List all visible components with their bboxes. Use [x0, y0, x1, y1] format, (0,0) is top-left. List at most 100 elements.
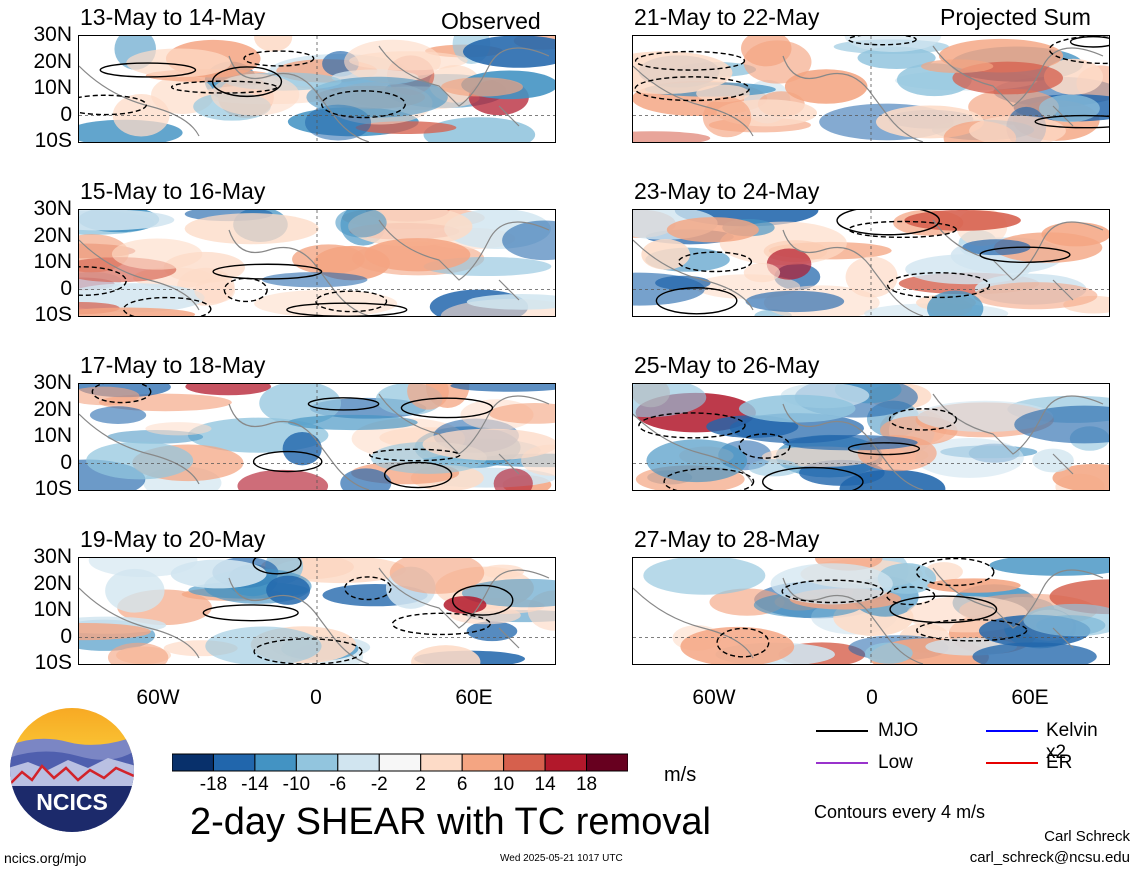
shear-anomaly-blob: [839, 469, 946, 490]
lat-tick-p4-30n: 30N: [33, 545, 72, 568]
shear-anomaly-blob: [89, 406, 147, 424]
mjo-contour: [99, 62, 197, 78]
colorbar-swatch-0: [171, 753, 214, 772]
legend-swatch-mjo: [816, 730, 868, 732]
lat-tick-p2-20n: 20N: [33, 223, 72, 247]
map-panel-left-4: [78, 557, 556, 665]
shear-anomaly-blob: [389, 558, 485, 594]
shear-anomaly-blob: [407, 384, 449, 410]
mjo-contour: [307, 397, 380, 411]
shear-anomaly-blob: [422, 428, 555, 461]
shear-anomaly-blob: [79, 386, 140, 406]
lat-tick-p3-10n: 10N: [33, 424, 72, 447]
shear-anomaly-blob: [643, 558, 766, 595]
mjo-contour: [383, 461, 453, 489]
coastline: [79, 567, 550, 664]
shear-anomaly-blob: [962, 239, 1031, 256]
main-title: 2-day SHEAR with TC removal: [190, 801, 711, 843]
mjo-contour: [663, 467, 755, 490]
shear-anomaly-blob: [921, 59, 994, 74]
shear-anomaly-blob: [973, 282, 1098, 310]
shear-anomaly-blob: [423, 117, 536, 142]
mjo-contour: [848, 220, 957, 239]
lat-tick-p1-0: 0: [60, 102, 72, 126]
shear-anomaly-blob: [335, 210, 387, 238]
shear-anomaly-blob: [745, 290, 845, 313]
shear-anomaly-blob: [450, 384, 555, 392]
map-panel-right-2: [632, 209, 1110, 317]
coastline: [633, 567, 1104, 664]
shear-anomaly-blob: [441, 77, 523, 97]
shear-anomaly-blob: [364, 238, 471, 272]
mjo-contour: [889, 595, 998, 624]
lat-tick-p1-10s: 10S: [34, 129, 72, 152]
mjo-contour: [979, 246, 1071, 263]
mjo-contour: [1048, 36, 1109, 65]
shear-anomaly-blob: [784, 69, 868, 104]
coastline: [79, 45, 550, 142]
lat-tick-p3-20n: 20N: [33, 397, 72, 421]
shear-anomaly-blob: [481, 564, 525, 579]
mjo-contour: [916, 618, 1028, 642]
footer-timestamp: Wed 2025-05-21 1017 UTC: [500, 853, 623, 864]
lat-tick-p1-30n: 30N: [33, 23, 72, 46]
panel-title-right-2: 23-May to 24-May: [634, 178, 820, 204]
shear-anomaly-blob: [462, 36, 555, 68]
shear-anomaly-blob: [306, 76, 448, 118]
coastline: [633, 393, 1104, 490]
shear-anomaly-blob: [655, 275, 711, 290]
panel-title-left-1: 13-May to 14-May: [80, 4, 266, 30]
shear-anomaly-blob: [738, 394, 856, 423]
shear-anomaly-blob: [770, 563, 893, 605]
lat-tick-p4-10n: 10N: [33, 598, 72, 621]
shear-anomaly-blob: [633, 51, 733, 95]
shear-anomaly-blob: [1023, 603, 1109, 637]
coastline: [79, 393, 550, 490]
colorbar-tick-4: -2: [370, 774, 388, 795]
map-panel-right-1: [632, 35, 1110, 143]
mjo-contour: [252, 450, 323, 473]
colorbar-swatch-4: [337, 753, 380, 772]
shear-anomaly-blob: [254, 36, 293, 52]
panel-title-left-2: 15-May to 16-May: [80, 178, 266, 204]
colorbar-tick-0: -18: [199, 774, 228, 795]
panel-title-left-3: 17-May to 18-May: [80, 352, 266, 378]
lat-tick-p2-10s: 10S: [34, 303, 72, 326]
map-panel-right-3: [632, 383, 1110, 491]
mjo-contour: [738, 433, 791, 459]
legend-label-er: ER: [1046, 752, 1073, 773]
colorbar-swatch-5: [378, 753, 422, 772]
panel-title-right-3: 25-May to 26-May: [634, 352, 820, 378]
shear-anomaly-blob: [266, 575, 311, 605]
shear-anomaly-blob: [748, 459, 800, 477]
mjo-contour: [915, 558, 995, 587]
shear-anomaly-blob: [349, 51, 468, 71]
colorbar-tick-5: 2: [415, 774, 426, 795]
shear-anomaly-blob: [411, 645, 481, 664]
shear-anomaly-blob: [107, 642, 169, 664]
mjo-contour: [888, 408, 958, 431]
shear-anomaly-blob: [145, 422, 212, 436]
lat-tick-p3-0: 0: [60, 450, 72, 474]
shear-anomaly-blob: [86, 441, 194, 480]
contour-note: Contours every 4 m/s: [814, 802, 986, 822]
shear-anomaly-blob: [466, 294, 555, 310]
colorbar-swatch-6: [420, 753, 463, 772]
colorbar-tick-2: -10: [282, 774, 311, 795]
mjo-contour: [655, 287, 738, 315]
shear-anomaly-blob: [111, 238, 203, 270]
shear-anomaly-blob: [340, 468, 392, 490]
mjo-contour: [286, 302, 408, 316]
shear-anomaly-blob: [972, 642, 1097, 664]
colorbar-swatch-3: [295, 753, 339, 772]
lon-tick-right-0: 0: [866, 686, 878, 709]
colorbar-swatch-7: [461, 753, 505, 772]
legend-swatch-low: [816, 762, 868, 764]
lat-tick-p4-20n: 20N: [33, 571, 72, 595]
footer-url: ncics.org/mjo: [4, 850, 87, 866]
mjo-contour: [886, 272, 991, 299]
shear-anomaly-blob: [1043, 58, 1104, 95]
map-panel-left-1: [78, 35, 556, 143]
lon-tick-left-60w: 60W: [136, 686, 180, 709]
shear-anomaly-blob: [915, 438, 1024, 478]
